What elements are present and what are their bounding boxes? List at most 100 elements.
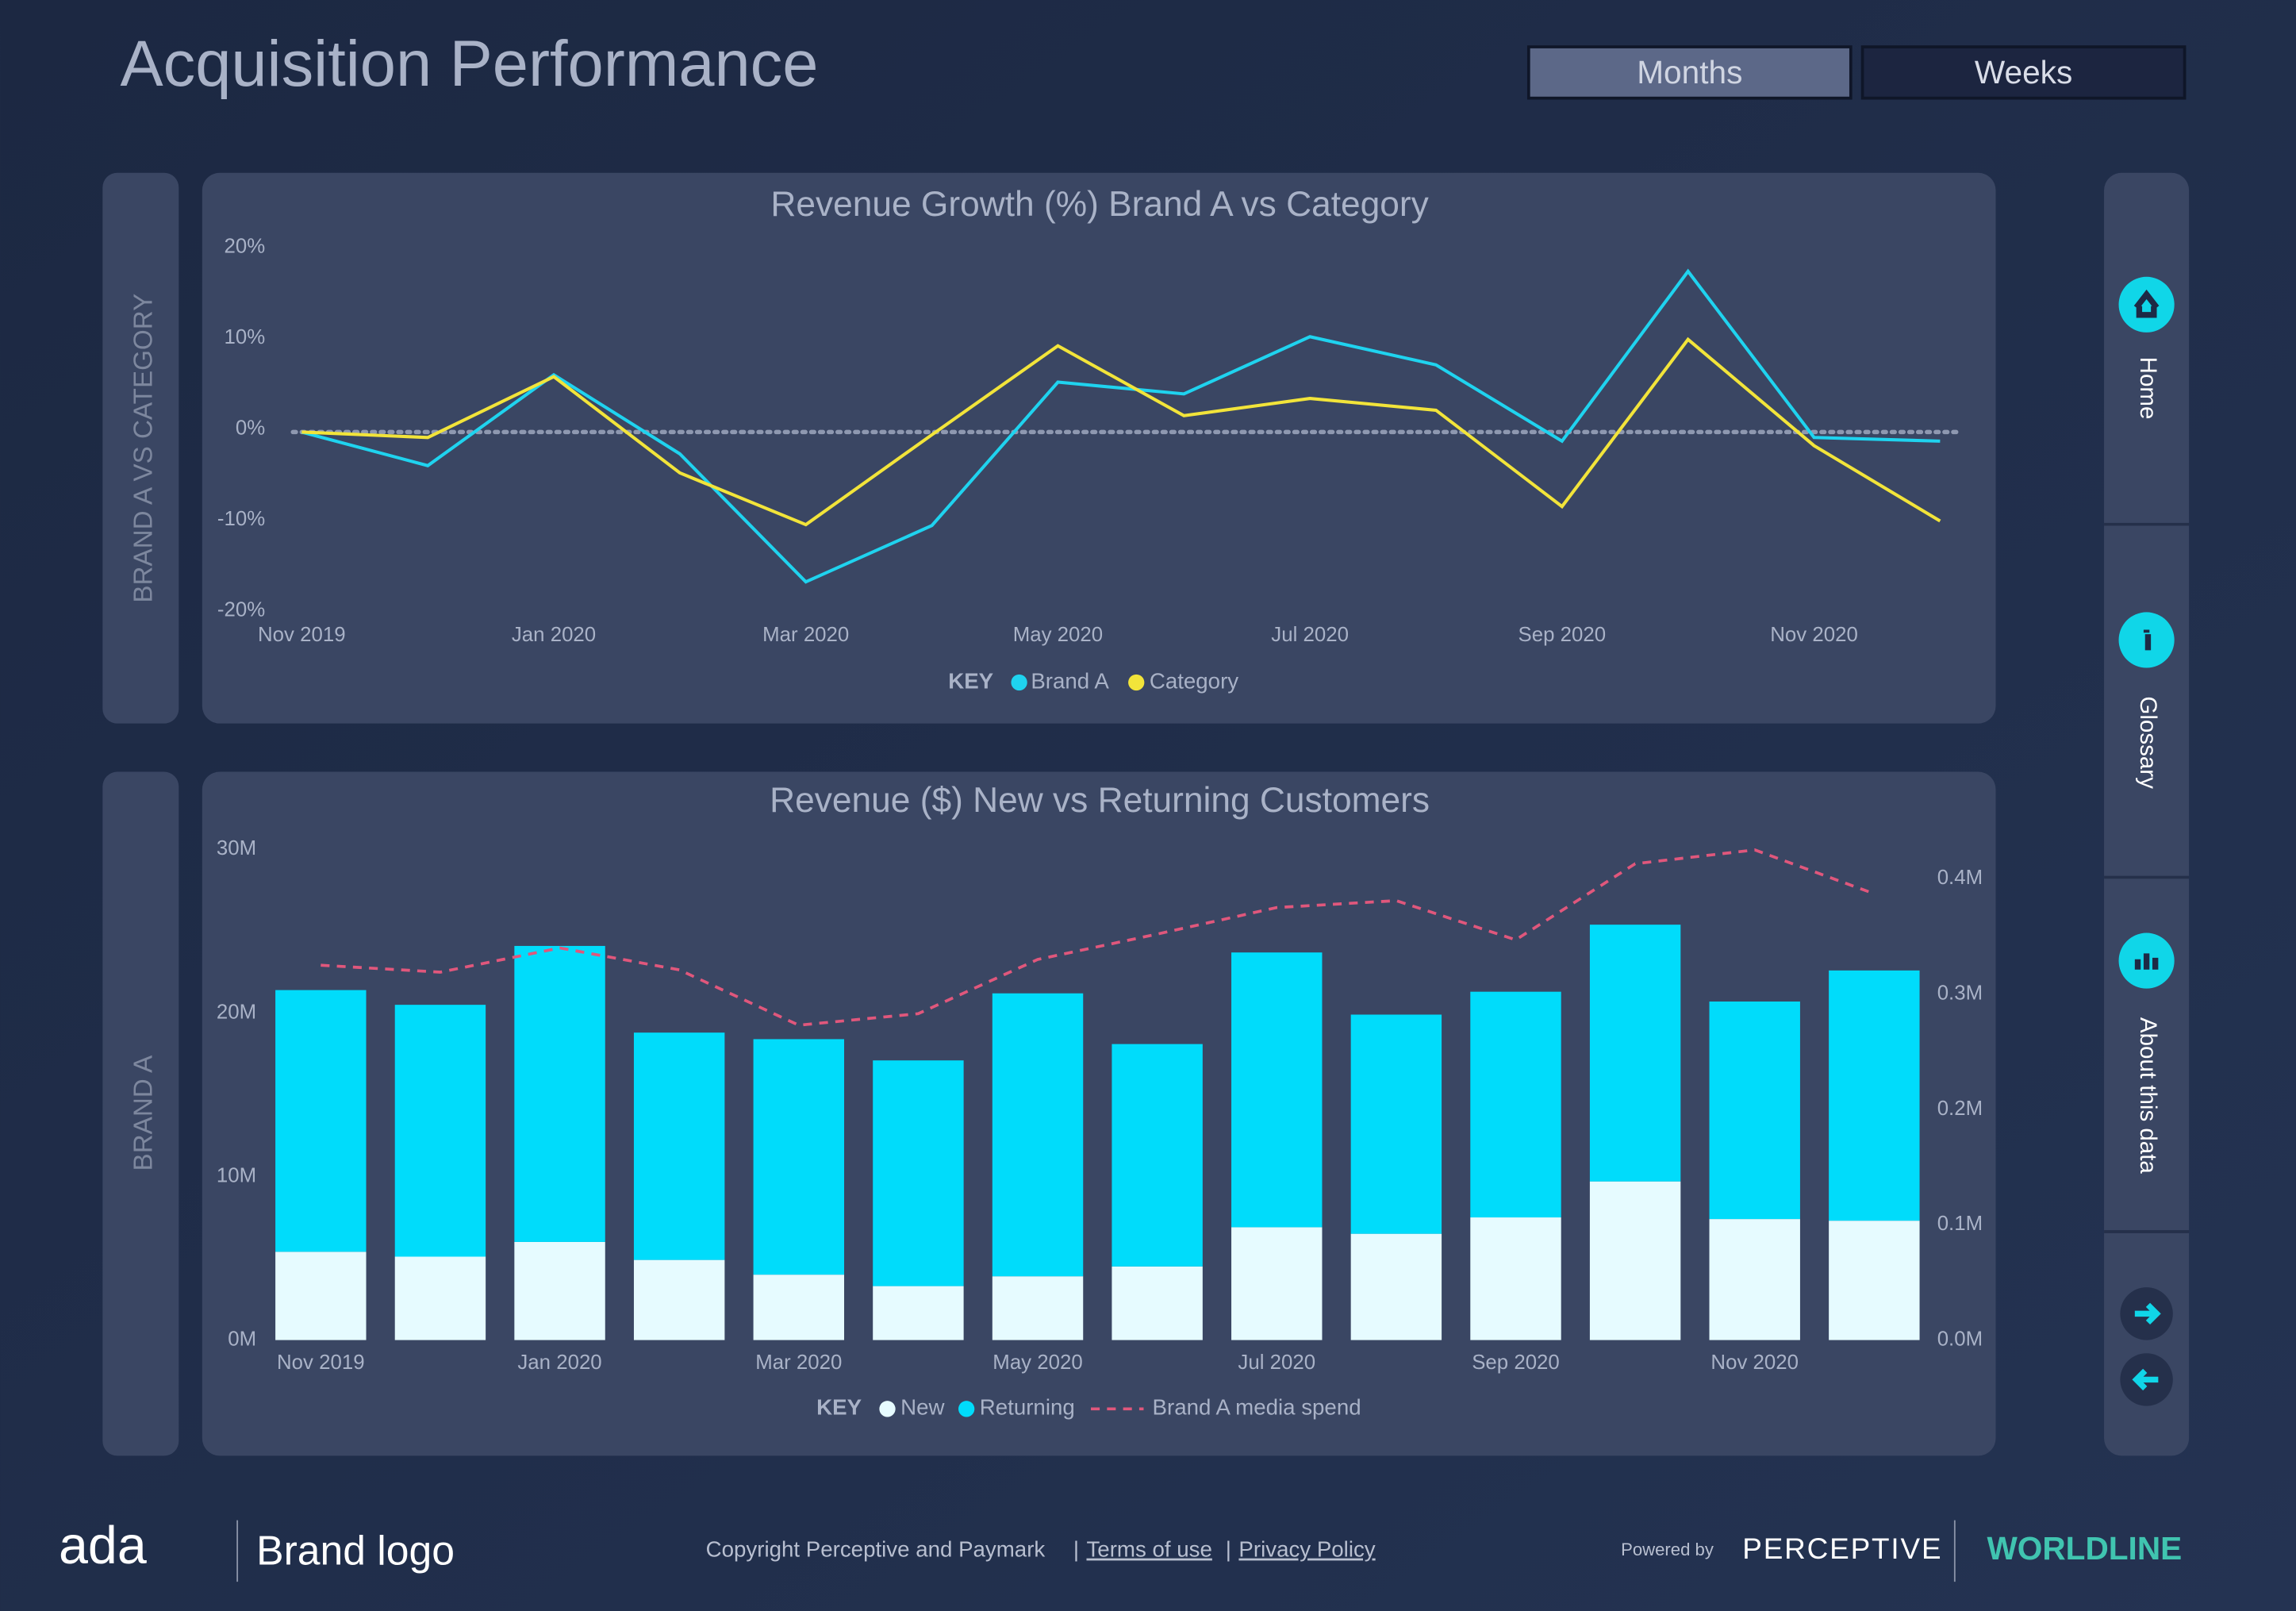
legend-label: Returning: [980, 1395, 1075, 1420]
y-tick-label: -10%: [217, 508, 265, 530]
network-logo: WORLDLINE: [1987, 1530, 2182, 1567]
separator: |: [1226, 1537, 1231, 1562]
y2-tick-label: 0.0M: [1937, 1328, 1983, 1350]
x-tick-label: Jan 2020: [517, 1351, 601, 1374]
bar-segment: [1231, 952, 1323, 1228]
link[interactable]: Privacy Policy: [1238, 1537, 1375, 1562]
x-tick-label: Nov 2020: [1710, 1351, 1799, 1374]
x-tick-label: Jan 2020: [512, 624, 596, 646]
y2-tick-label: 0.1M: [1937, 1213, 1983, 1235]
bar-segment: [514, 945, 605, 1242]
panel: [202, 172, 1996, 724]
arrow-glyph[interactable]: [2132, 1368, 2159, 1391]
y2-tick-label: 0.2M: [1937, 1098, 1983, 1120]
x-tick-label: Nov 2019: [258, 624, 346, 646]
bar-segment: [275, 1252, 367, 1340]
x-tick-label: Nov 2019: [277, 1351, 365, 1374]
y-tick-label: 10M: [217, 1164, 256, 1186]
nav-label[interactable]: About this data: [2135, 1017, 2161, 1174]
legend-swatch: [1011, 674, 1027, 691]
copyright: Copyright Perceptive and Paymark: [706, 1537, 1046, 1562]
bar-segment: [394, 1256, 486, 1340]
nav-glyph[interactable]: [2133, 289, 2160, 318]
y-tick-label: 0M: [228, 1328, 256, 1350]
y2-tick-label: 0.4M: [1937, 867, 1983, 889]
line: [301, 336, 1941, 527]
nav-label[interactable]: Glossary: [2135, 696, 2161, 789]
bar-segment: [1470, 991, 1561, 1218]
bar-segment: [1589, 925, 1681, 1182]
bar-segment: [1709, 1219, 1800, 1340]
bar-segment: [633, 1032, 725, 1260]
bar-segment: [992, 993, 1084, 1277]
bar-segment: [1231, 1227, 1323, 1340]
legend-title: KEY: [948, 668, 993, 693]
legend-label: Brand A media spend: [1153, 1395, 1361, 1420]
y-tick-label: -20%: [217, 598, 265, 621]
x-tick-label: Jul 2020: [1238, 1351, 1315, 1374]
tab-label[interactable]: Months: [1637, 54, 1742, 90]
y-tick-label: 20M: [217, 1001, 256, 1023]
nav-dividers: [2104, 522, 2190, 1233]
bar-segment: [753, 1275, 844, 1340]
powered-by: Powered by: [1621, 1540, 1714, 1559]
legend-label: Category: [1150, 668, 1238, 693]
x-tick-label: Mar 2020: [762, 624, 849, 646]
legend-swatch: [958, 1401, 975, 1417]
nav-glyph[interactable]: [2134, 953, 2159, 970]
y2-tick-label: 0.3M: [1937, 982, 1983, 1004]
bar-segment: [275, 990, 367, 1252]
tab-button[interactable]: [1526, 45, 1853, 100]
link[interactable]: Terms of use: [1086, 1537, 1211, 1562]
x-tick-label: Mar 2020: [755, 1351, 842, 1374]
x-tick-label: May 2020: [1013, 624, 1103, 646]
bar-segment: [1829, 1221, 1920, 1340]
chart-title: Revenue Growth (%) Brand A vs Category: [770, 185, 1429, 224]
separator: |: [1073, 1537, 1079, 1562]
partner-logo: PERCEPTIVE: [1742, 1532, 1942, 1565]
logo: ada: [59, 1517, 147, 1575]
panel-label: BRAND A: [129, 1055, 159, 1171]
y-tick-label: 0%: [236, 417, 265, 440]
bar-segment: [1589, 1181, 1681, 1340]
chart-title: Revenue ($) New vs Returning Customers: [770, 781, 1430, 820]
page-title: Acquisition Performance: [120, 28, 818, 100]
bar-segment: [394, 1005, 486, 1257]
tab-label[interactable]: Weeks: [1975, 54, 2072, 90]
line: [321, 848, 1875, 1027]
nav-label[interactable]: Home: [2135, 357, 2161, 420]
y-tick-label: 20%: [224, 236, 265, 258]
side-tab: [102, 771, 179, 1456]
bar-segment: [1350, 1233, 1442, 1340]
bar-segment: [873, 1060, 964, 1286]
bar-segment: [873, 1286, 964, 1340]
bar-segment: [1350, 1014, 1442, 1234]
nav-panel: [2104, 172, 2190, 1456]
y-tick-label: 10%: [224, 326, 265, 348]
legend-label: New: [900, 1395, 945, 1420]
line: [301, 268, 1941, 584]
side-tab: [102, 172, 179, 724]
panel-label: BRAND A VS CATEGORY: [129, 294, 159, 603]
bar-segment: [1112, 1044, 1203, 1267]
nav-glyph[interactable]: [2143, 629, 2152, 651]
tab-button[interactable]: [1860, 45, 2187, 100]
arrow-glyph[interactable]: [2134, 1302, 2161, 1325]
legend-swatch: [879, 1401, 896, 1417]
bar-segment: [1829, 970, 1920, 1221]
x-tick-label: Jul 2020: [1271, 624, 1349, 646]
x-tick-label: Nov 2020: [1770, 624, 1858, 646]
legend-label: Brand A: [1031, 668, 1109, 693]
x-tick-label: May 2020: [993, 1351, 1082, 1374]
bar-segment: [1470, 1217, 1561, 1340]
bar-segment: [1709, 1002, 1800, 1220]
y-tick-label: 30M: [217, 837, 256, 859]
bar-segment: [1112, 1266, 1203, 1340]
legend-title: KEY: [816, 1395, 862, 1420]
legend-swatch: [1128, 674, 1145, 691]
bar-segment: [992, 1276, 1084, 1340]
nav-icon[interactable]: [2118, 276, 2175, 333]
x-tick-label: Sep 2020: [1472, 1351, 1560, 1374]
bar-segment: [753, 1039, 844, 1275]
